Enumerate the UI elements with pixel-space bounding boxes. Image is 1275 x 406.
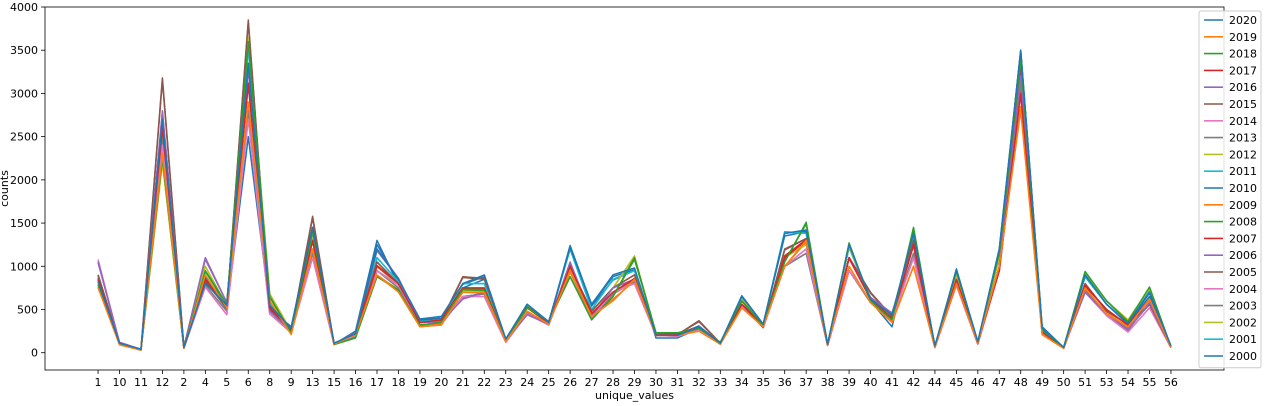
x-tick-label: 28 — [606, 376, 620, 389]
x-tick-label: 1 — [95, 376, 102, 389]
legend-label: 2020 — [1229, 14, 1257, 27]
legend-label: 2003 — [1229, 300, 1257, 313]
x-tick-label: 11 — [134, 376, 148, 389]
y-axis: 0 500 1000 1500 2000 2500 3000 3500 4000 — [10, 1, 45, 360]
legend-label: 2008 — [1229, 216, 1257, 229]
series-line-2014 — [97, 92, 1172, 351]
x-tick-label: 20 — [434, 376, 448, 389]
x-tick-label: 2 — [180, 376, 187, 389]
legend-label: 2000 — [1229, 350, 1257, 363]
x-tick-label: 21 — [456, 376, 470, 389]
x-axis: 1 10 11 12 2 4 5 6 8 9 13 15 16 17 18 19 20 21 22 23 24 25 26 2… — [95, 370, 1178, 389]
x-tick-label: 6 — [245, 376, 252, 389]
x-tick-label: 48 — [1014, 376, 1028, 389]
plot-frame — [44, 6, 1225, 371]
x-tick-label: 50 — [1057, 376, 1071, 389]
x-tick-label: 55 — [1142, 376, 1156, 389]
x-tick-label: 47 — [992, 376, 1006, 389]
x-tick-label: 27 — [585, 376, 599, 389]
legend-label: 2005 — [1229, 266, 1257, 279]
x-tick-label: 30 — [649, 376, 663, 389]
x-tick-label: 41 — [885, 376, 899, 389]
x-tick-label: 37 — [799, 376, 813, 389]
x-tick-label: 46 — [971, 376, 985, 389]
legend-label: 2019 — [1229, 31, 1257, 44]
x-tick-label: 49 — [1035, 376, 1049, 389]
x-axis-label: unique_values — [595, 389, 674, 402]
x-tick-label: 44 — [928, 376, 942, 389]
x-tick-label: 23 — [499, 376, 513, 389]
legend-label: 2002 — [1229, 316, 1257, 329]
x-tick-label: 38 — [821, 376, 835, 389]
legend-label: 2014 — [1229, 115, 1257, 128]
x-tick-label: 13 — [306, 376, 320, 389]
series-line-2017 — [97, 84, 1172, 351]
legend-label: 2001 — [1229, 333, 1257, 346]
x-tick-label: 22 — [477, 376, 491, 389]
x-tick-label: 9 — [288, 376, 295, 389]
legend-label: 2011 — [1229, 165, 1257, 178]
legend-label: 2017 — [1229, 64, 1257, 77]
x-tick-label: 10 — [113, 376, 127, 389]
y-tick-label: 1500 — [10, 217, 38, 230]
x-tick-label: 12 — [155, 376, 169, 389]
y-tick-label: 1000 — [10, 260, 38, 273]
x-tick-label: 35 — [756, 376, 770, 389]
legend-label: 2016 — [1229, 81, 1257, 94]
legend-label: 2007 — [1229, 232, 1257, 245]
y-tick-label: 500 — [17, 304, 38, 317]
legend-label: 2012 — [1229, 148, 1257, 161]
x-tick-label: 18 — [391, 376, 405, 389]
y-tick-label: 3500 — [10, 44, 38, 57]
legend-box — [1198, 10, 1262, 369]
x-tick-label: 34 — [735, 376, 749, 389]
series-line-2020 — [97, 49, 1172, 351]
x-tick-label: 54 — [1121, 376, 1135, 389]
x-tick-label: 51 — [1078, 376, 1092, 389]
x-tick-label: 5 — [223, 376, 230, 389]
x-tick-label: 36 — [778, 376, 792, 389]
x-tick-label: 4 — [202, 376, 209, 389]
x-tick-label: 16 — [349, 376, 363, 389]
y-tick-label: 4000 — [10, 1, 38, 14]
x-tick-label: 15 — [327, 376, 341, 389]
x-tick-label: 45 — [949, 376, 963, 389]
legend-label: 2015 — [1229, 98, 1257, 111]
x-tick-label: 32 — [692, 376, 706, 389]
x-tick-label: 42 — [906, 376, 920, 389]
y-tick-label: 3000 — [10, 87, 38, 100]
legend-label: 2013 — [1229, 132, 1257, 145]
legend-label: 2010 — [1229, 182, 1257, 195]
y-tick-label: 2000 — [10, 174, 38, 187]
x-tick-label: 53 — [1100, 376, 1114, 389]
legend-label: 2006 — [1229, 249, 1257, 262]
y-tick-label: 2500 — [10, 131, 38, 144]
x-tick-label: 33 — [713, 376, 727, 389]
x-tick-label: 31 — [670, 376, 684, 389]
y-axis-label: counts — [0, 170, 11, 207]
x-tick-label: 8 — [266, 376, 273, 389]
x-tick-label: 39 — [842, 376, 856, 389]
legend-label: 2004 — [1229, 283, 1257, 296]
x-tick-label: 25 — [542, 376, 556, 389]
y-tick-label: 0 — [31, 347, 38, 360]
legend-label: 2009 — [1229, 199, 1257, 212]
legend-label: 2018 — [1229, 48, 1257, 61]
x-tick-label: 26 — [563, 376, 577, 389]
x-tick-label: 29 — [628, 376, 642, 389]
x-tick-label: 19 — [413, 376, 427, 389]
series-layer — [97, 19, 1172, 351]
x-tick-label: 24 — [520, 376, 534, 389]
legend: 2020 2019 2018 2017 2016 2015 2014 2013 2012 2011… — [1198, 10, 1262, 369]
x-tick-label: 56 — [1164, 376, 1178, 389]
x-tick-label: 40 — [864, 376, 878, 389]
x-tick-label: 17 — [370, 376, 384, 389]
